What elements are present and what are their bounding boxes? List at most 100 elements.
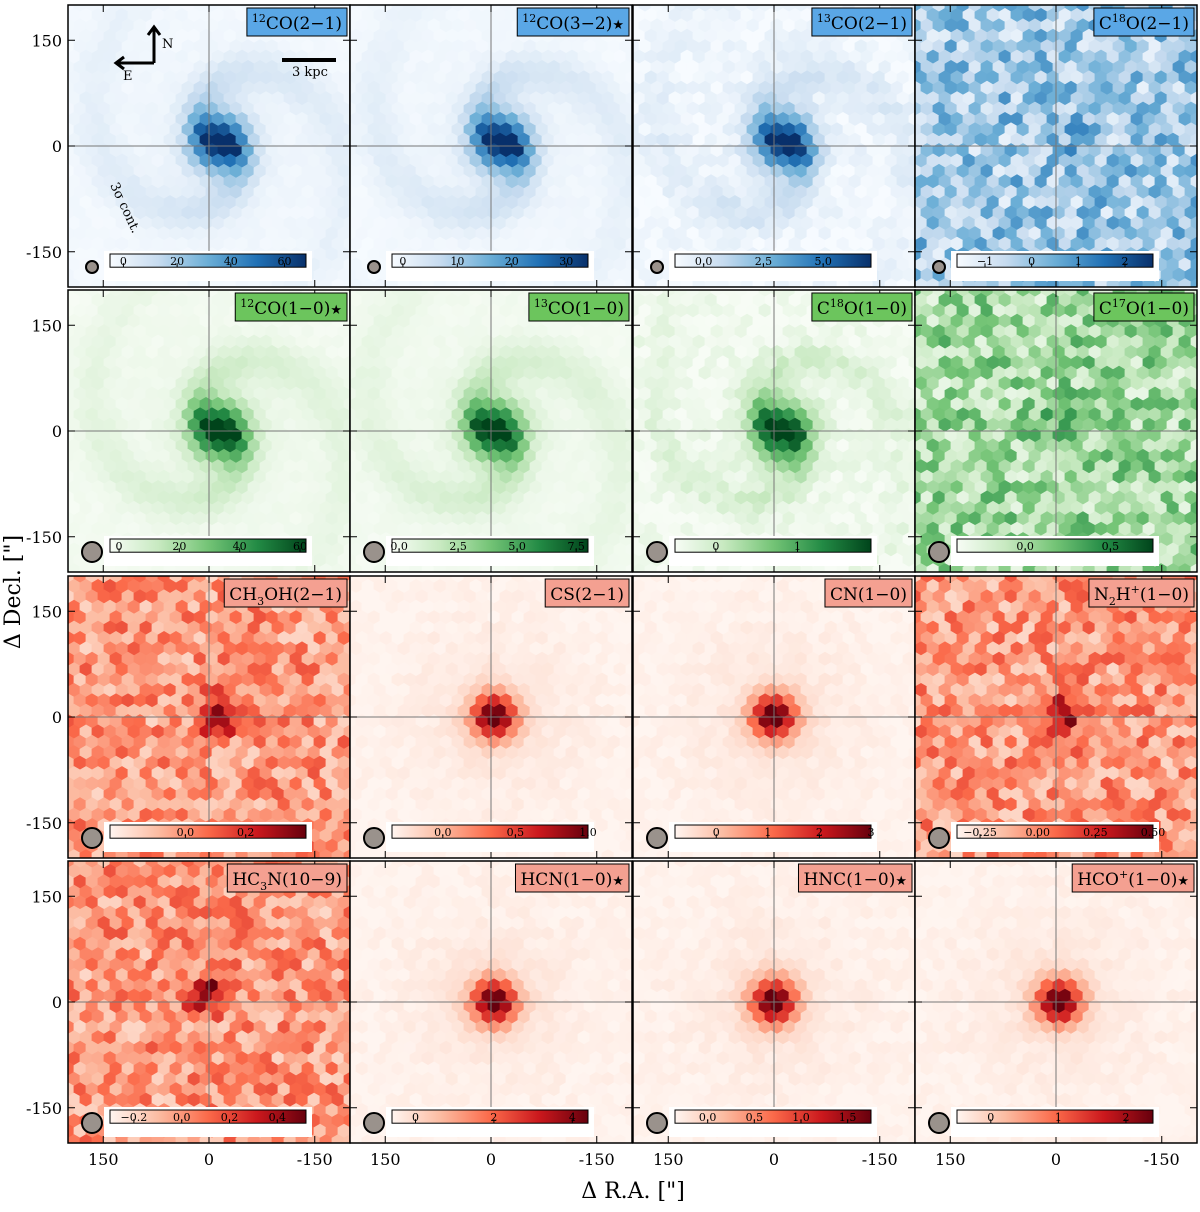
hex-cell bbox=[259, 438, 273, 454]
hex-cell bbox=[577, 49, 591, 65]
hex-cell bbox=[1070, 8, 1084, 23]
hex-cell bbox=[68, 417, 81, 433]
hex-cell bbox=[1094, 91, 1108, 106]
hex-cell bbox=[499, 345, 513, 360]
hex-cell bbox=[541, 355, 555, 371]
hex-cell bbox=[403, 101, 417, 117]
hex-cell bbox=[1130, 112, 1144, 127]
hex-cell bbox=[1118, 112, 1132, 127]
hex-cell bbox=[103, 459, 117, 474]
hex-cell bbox=[866, 143, 880, 158]
hex-cell bbox=[535, 448, 549, 464]
hex-cell bbox=[1082, 215, 1096, 231]
hex-cell bbox=[1028, 60, 1042, 75]
hex-cell bbox=[103, 195, 117, 210]
hex-cell bbox=[752, 293, 766, 308]
hex-cell bbox=[181, 511, 195, 526]
hex-cell bbox=[271, 132, 285, 148]
hex-cell bbox=[908, 112, 915, 127]
hex-cell bbox=[313, 365, 327, 381]
hex-cell bbox=[1058, 132, 1072, 148]
hex-cell bbox=[541, 153, 555, 169]
hex-cell bbox=[535, 39, 549, 54]
hex-cell bbox=[211, 195, 225, 210]
hex-cell bbox=[529, 376, 543, 391]
hex-cell bbox=[571, 511, 585, 526]
hex-cell bbox=[223, 236, 237, 252]
hex-cell bbox=[541, 112, 555, 127]
hex-cell bbox=[1094, 112, 1108, 127]
hex-cell bbox=[91, 459, 105, 474]
hex-cell bbox=[157, 407, 171, 422]
hex-cell bbox=[633, 278, 646, 287]
hex-cell bbox=[79, 521, 93, 537]
hex-cell bbox=[974, 28, 988, 44]
hex-cell bbox=[1184, 184, 1197, 200]
hex-cell bbox=[998, 195, 1012, 210]
hex-cell bbox=[968, 184, 982, 200]
hex-cell bbox=[625, 215, 632, 231]
hex-cell bbox=[313, 428, 327, 443]
hex-cell bbox=[175, 236, 189, 252]
hex-cell bbox=[517, 153, 531, 169]
hex-cell bbox=[217, 163, 231, 179]
hex-cell bbox=[1082, 8, 1096, 23]
hex-cell bbox=[289, 39, 303, 54]
hex-cell bbox=[547, 39, 561, 54]
hex-cell bbox=[193, 303, 207, 319]
hex-cell bbox=[1172, 163, 1186, 179]
hex-cell bbox=[307, 236, 321, 252]
hex-cell bbox=[313, 407, 327, 422]
hex-cell bbox=[475, 163, 489, 179]
hex-cell bbox=[662, 39, 676, 54]
hex-cell bbox=[698, 163, 712, 179]
hex-cell bbox=[139, 195, 153, 210]
hex-cell bbox=[145, 122, 159, 137]
hex-cell bbox=[613, 49, 627, 65]
hex-cell bbox=[253, 324, 267, 339]
hex-cell bbox=[517, 132, 531, 148]
hex-cell bbox=[812, 153, 826, 169]
hex-cell bbox=[1154, 174, 1168, 189]
hex-cell bbox=[511, 511, 525, 526]
line-label-box bbox=[516, 7, 630, 37]
hex-cell bbox=[589, 215, 603, 231]
hex-cell bbox=[915, 278, 928, 287]
hex-cell bbox=[91, 313, 105, 329]
hex-cell bbox=[109, 184, 123, 200]
hex-cell bbox=[469, 195, 483, 210]
hex-cell bbox=[85, 365, 99, 381]
hex-cell bbox=[313, 247, 327, 262]
hex-cell bbox=[403, 469, 417, 485]
hex-cell bbox=[493, 376, 507, 391]
hex-cell bbox=[1106, 91, 1120, 106]
hex-cell bbox=[842, 184, 856, 200]
hex-cell bbox=[638, 303, 652, 319]
hex-cell bbox=[223, 132, 237, 148]
hex-cell bbox=[469, 417, 483, 433]
hex-cell bbox=[109, 122, 123, 137]
hex-cell bbox=[229, 101, 243, 117]
hex-cell bbox=[139, 397, 153, 412]
hex-cell bbox=[163, 91, 177, 106]
hex-cell bbox=[91, 334, 105, 350]
hex-cell bbox=[307, 397, 321, 412]
hex-cell bbox=[583, 428, 597, 443]
hex-cell bbox=[91, 293, 105, 308]
hex-cell bbox=[499, 226, 513, 241]
hex-cell bbox=[409, 215, 423, 231]
hex-cell bbox=[223, 355, 237, 371]
hex-cell bbox=[121, 490, 135, 506]
hex-cell bbox=[902, 184, 915, 200]
hex-cell bbox=[379, 101, 393, 117]
hex-cell bbox=[307, 355, 321, 371]
hex-cell bbox=[415, 184, 429, 200]
hex-cell bbox=[974, 112, 988, 127]
hex-cell bbox=[68, 143, 75, 158]
hex-cell bbox=[1154, 49, 1168, 65]
hex-cell bbox=[1076, 80, 1090, 96]
hex-cell bbox=[409, 132, 423, 148]
hex-cell bbox=[139, 174, 153, 189]
hex-cell bbox=[277, 345, 291, 360]
hex-cell bbox=[505, 293, 519, 308]
